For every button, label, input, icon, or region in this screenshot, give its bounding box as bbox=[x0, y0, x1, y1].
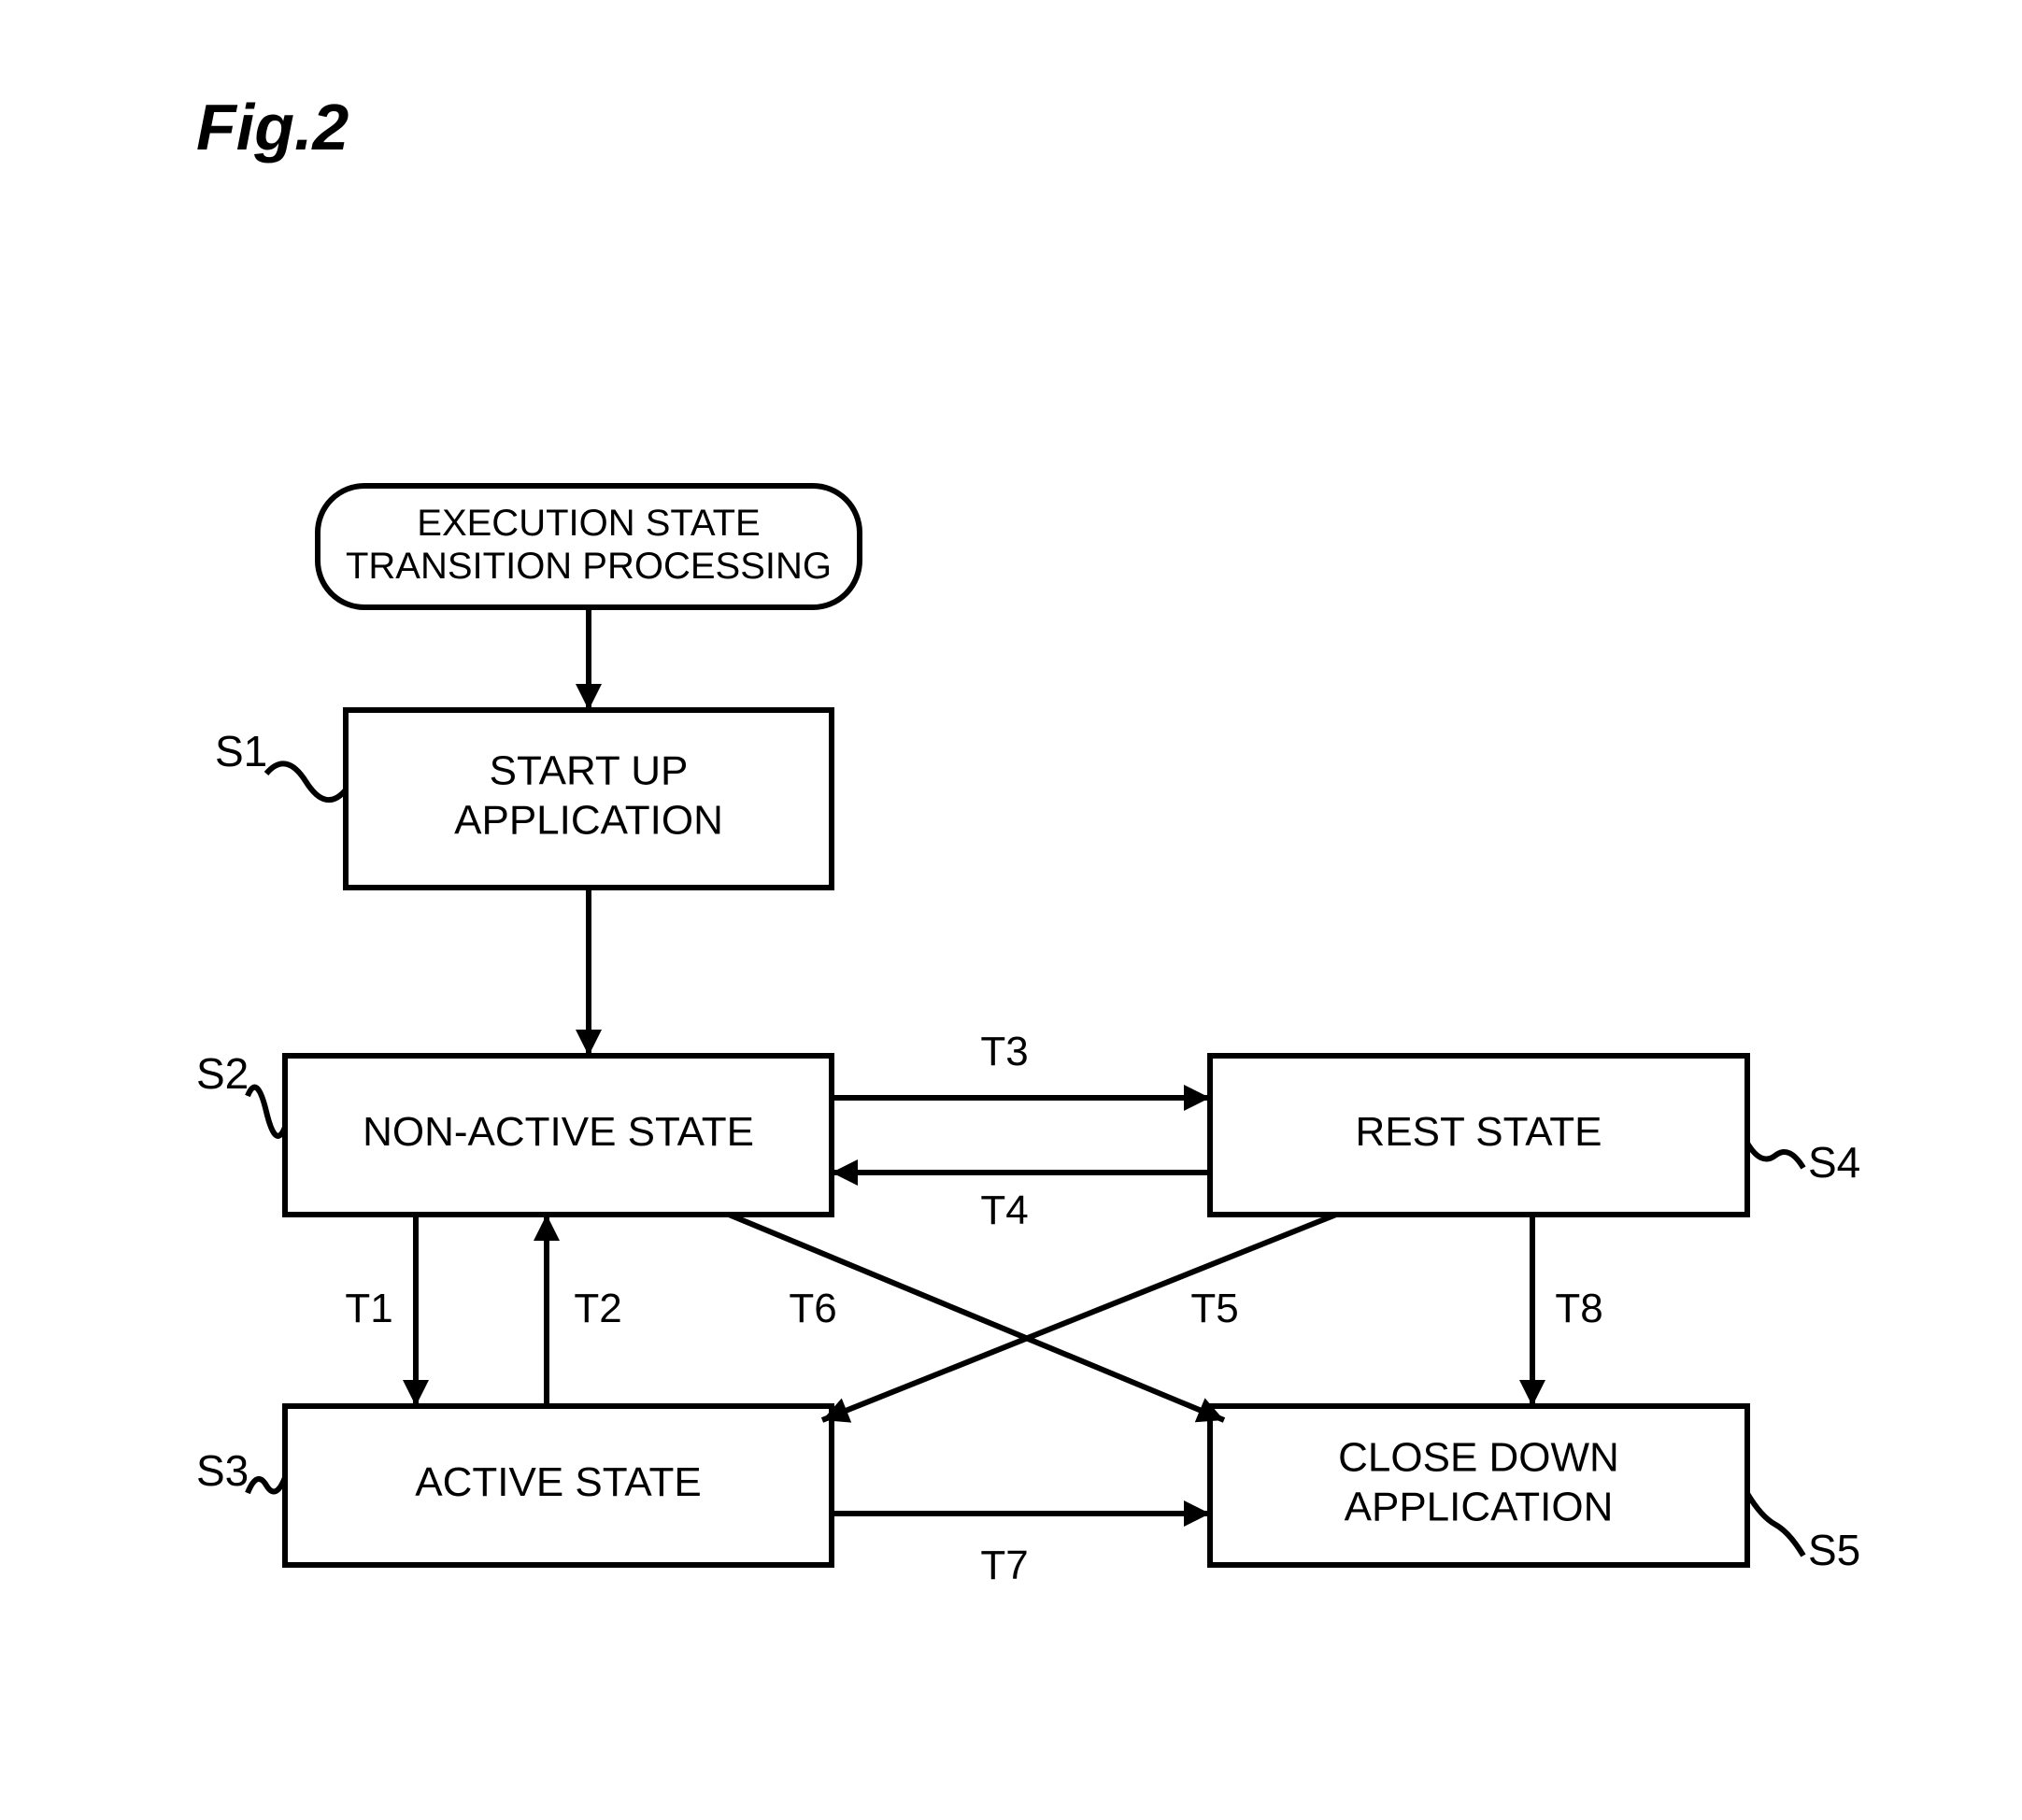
state-box-S2-text: NON-ACTIVE STATE bbox=[363, 1109, 754, 1155]
squiggle-connector bbox=[1747, 1494, 1803, 1557]
state-label-S3: S3 bbox=[196, 1446, 249, 1495]
squiggle-connector bbox=[1747, 1144, 1803, 1169]
squiggle-connector bbox=[248, 1088, 285, 1136]
state-label-S4: S4 bbox=[1808, 1138, 1860, 1187]
title-node-text: TRANSITION PROCESSING bbox=[346, 546, 832, 587]
state-label-S5: S5 bbox=[1808, 1526, 1860, 1574]
squiggle-connector bbox=[266, 763, 346, 800]
squiggle-connector bbox=[248, 1478, 285, 1494]
state-label-S1: S1 bbox=[215, 727, 267, 775]
state-box-S1-text: START UP bbox=[490, 748, 689, 794]
transition-label-T2: T2 bbox=[574, 1286, 621, 1331]
transition-label-T6: T6 bbox=[789, 1286, 836, 1331]
transition-label-T4: T4 bbox=[980, 1187, 1028, 1233]
transition-label-T3: T3 bbox=[980, 1029, 1028, 1074]
transition-label-T7: T7 bbox=[980, 1543, 1028, 1588]
title-node-text: EXECUTION STATE bbox=[417, 503, 760, 544]
state-box-S5-text: APPLICATION bbox=[1345, 1484, 1614, 1529]
transition-label-T5: T5 bbox=[1190, 1286, 1238, 1331]
state-box-S3-text: ACTIVE STATE bbox=[415, 1459, 701, 1505]
figure-label: Fig.2 bbox=[196, 91, 349, 164]
state-box-S5-text: CLOSE DOWN bbox=[1338, 1435, 1619, 1481]
transition-label-T1: T1 bbox=[345, 1286, 392, 1331]
state-box-S4-text: REST STATE bbox=[1355, 1109, 1602, 1155]
transition-arrow-T5 bbox=[822, 1215, 1336, 1420]
state-label-S2: S2 bbox=[196, 1049, 249, 1098]
transition-label-T8: T8 bbox=[1555, 1286, 1602, 1331]
state-box-S1-text: APPLICATION bbox=[454, 797, 723, 843]
